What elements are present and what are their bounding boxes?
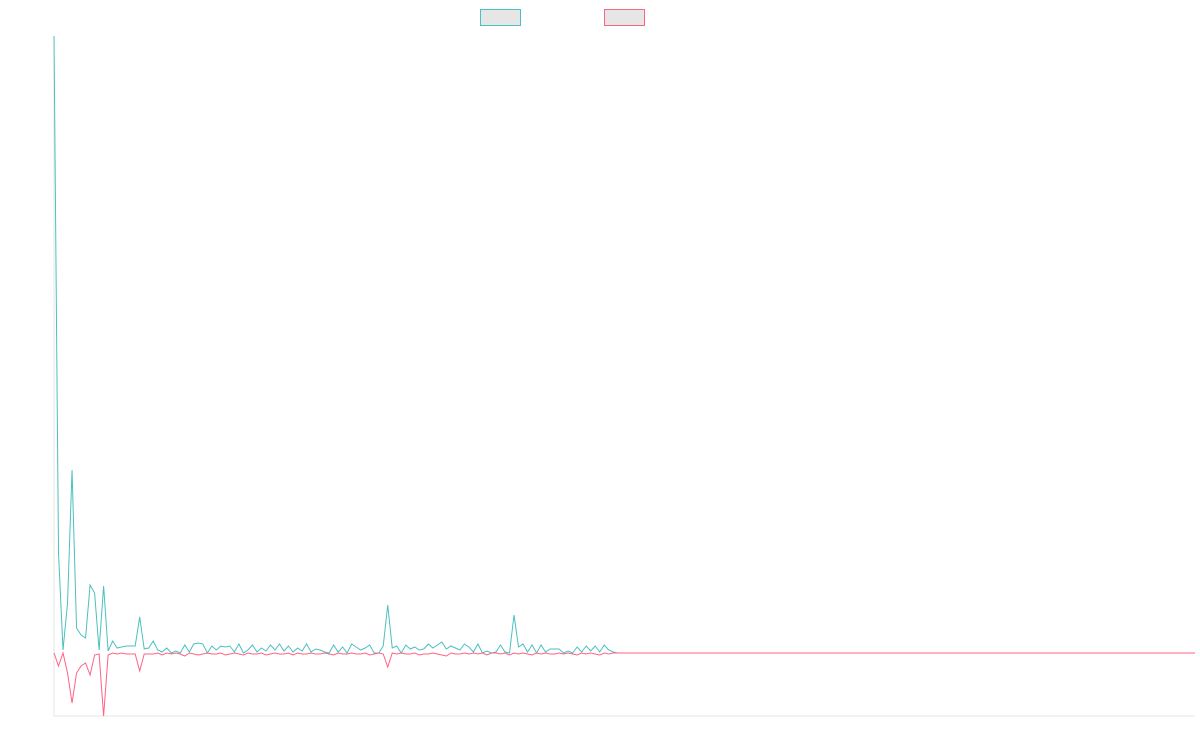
legend-swatch[interactable]	[480, 9, 521, 26]
line-series	[53, 651, 1195, 717]
legend-swatch[interactable]	[604, 9, 645, 26]
line-series	[53, 35, 1195, 655]
